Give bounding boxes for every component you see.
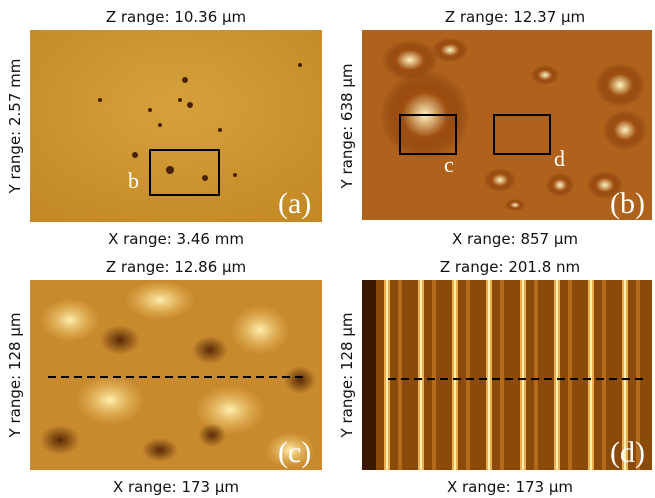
panel-label: (b) (610, 187, 645, 220)
y-range: Y range: 2.57 mm (6, 59, 24, 195)
box-label: c (444, 152, 454, 177)
box-label: d (554, 146, 565, 171)
panel-b: c d (b) Z range: 12.37 µm X range: 857 µ… (338, 8, 652, 248)
z-range: Z range: 201.8 nm (440, 258, 580, 276)
panel-label: (a) (278, 187, 311, 220)
y-range: Y range: 638 µm (338, 64, 356, 190)
x-range: X range: 173 µm (447, 478, 573, 496)
z-range: Z range: 10.36 µm (106, 8, 246, 26)
x-range: X range: 3.46 mm (108, 230, 244, 248)
z-range: Z range: 12.86 µm (106, 258, 246, 276)
panel-label: (d) (610, 436, 645, 469)
x-range: X range: 857 µm (452, 230, 578, 248)
y-range: Y range: 128 µm (6, 313, 24, 439)
panel-a: b (a) Z range: 10.36 µm X range: 3.46 mm… (6, 8, 322, 248)
figure: b (a) Z range: 10.36 µm X range: 3.46 mm… (0, 0, 655, 498)
z-range: Z range: 12.37 µm (445, 8, 585, 26)
afm-image (362, 280, 652, 470)
panel-c: (c) Z range: 12.86 µm X range: 173 µm Y … (6, 258, 322, 496)
box-label: b (128, 168, 139, 193)
x-range: X range: 173 µm (113, 478, 239, 496)
panel-label: (c) (278, 436, 311, 469)
panel-d: (d) Z range: 201.8 nm X range: 173 µm Y … (338, 258, 652, 496)
y-range: Y range: 128 µm (338, 313, 356, 439)
edge (362, 280, 376, 470)
